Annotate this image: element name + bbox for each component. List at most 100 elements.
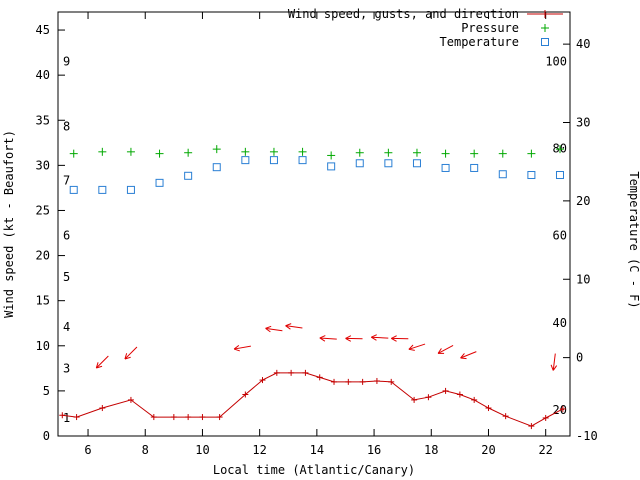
temperature-marker (241, 156, 250, 165)
pressure-marker (412, 148, 421, 157)
arrow-shaft (95, 355, 109, 369)
arrow-shaft (460, 351, 477, 359)
temperature-marker (441, 163, 450, 172)
legend-label: Temperature (440, 35, 519, 49)
temperature-marker (155, 178, 164, 187)
wind-speed-marker (288, 369, 295, 376)
wind-direction-arrow (371, 334, 389, 341)
temperature-marker (298, 156, 307, 165)
beaufort-label: 4 (63, 320, 70, 334)
wind-speed-marker (185, 414, 192, 421)
pressure-marker (184, 148, 193, 157)
y-axis-title-right: Temperature (C - F) (627, 171, 640, 308)
arrow-barb (460, 357, 467, 360)
temperature-marker (355, 159, 364, 168)
x-tick-label: 6 (84, 443, 91, 457)
wind-speed-marker (242, 391, 249, 398)
y-left-tick-label: 25 (36, 203, 50, 217)
arrow-barb (371, 336, 377, 341)
y-left-tick-label: 30 (36, 158, 50, 172)
wind-direction-arrow (95, 355, 109, 369)
arrow-shaft (124, 346, 138, 360)
wind-speed-marker (170, 414, 177, 421)
y-left-tick-label: 5 (43, 384, 50, 398)
temperature-marker (212, 163, 221, 172)
wind-speed-marker (273, 369, 280, 376)
wind-speed-marker (502, 413, 509, 420)
wind-direction-arrow (437, 344, 454, 354)
pressure-marker (527, 149, 536, 158)
y-right-tick-label: 30 (576, 116, 590, 130)
arrow-barb (285, 325, 291, 330)
temperature-marker (527, 171, 536, 180)
arrow-barb (285, 323, 292, 327)
arrow-barb (408, 348, 415, 351)
fahrenheit-label: 100 (545, 54, 567, 68)
wind-speed-marker (471, 396, 478, 403)
y-right-tick-label: 10 (576, 272, 590, 286)
arrow-barb (408, 344, 414, 350)
arrow-barb (96, 365, 103, 369)
wind-speed-marker (73, 414, 80, 421)
legend-item-2: Temperature (440, 35, 549, 49)
legend-label: Wind speed, gusts, and direction (288, 7, 519, 21)
wind-speed-marker (259, 377, 266, 384)
x-tick-label: 16 (367, 443, 381, 457)
x-tick-label: 12 (252, 443, 266, 457)
arrow-barb (550, 364, 554, 371)
pressure-series (69, 145, 564, 160)
arrow-shaft (234, 345, 251, 350)
wind-speed-marker (99, 405, 106, 412)
temperature-marker (98, 185, 107, 194)
pressure-marker (327, 151, 336, 160)
temperature-marker (470, 163, 479, 172)
y-left-tick-label: 10 (36, 339, 50, 353)
temperature-marker (126, 185, 135, 194)
arrow-barb (265, 325, 272, 329)
pressure-marker (355, 148, 364, 157)
temperature-marker (327, 162, 336, 171)
arrow-barb (233, 344, 240, 350)
temperature-marker (498, 170, 507, 179)
arrow-barb (265, 327, 271, 333)
arrow-barb (124, 356, 131, 360)
plot-border (57, 11, 571, 437)
legend-sample-square (541, 38, 549, 46)
wind-direction-arrow (550, 353, 558, 371)
arrow-barb (391, 335, 397, 339)
wind-speed-marker (150, 414, 157, 421)
wind-speed-marker (559, 405, 566, 412)
wind-speed-marker (442, 387, 449, 394)
y-left-tick-label: 0 (43, 429, 50, 443)
beaufort-label: 3 (63, 361, 70, 375)
y-right-tick-label: 40 (576, 37, 590, 51)
y-right-tick-label: -10 (576, 429, 598, 443)
temperature-marker (384, 159, 393, 168)
wind-speed-marker (331, 378, 338, 385)
legend: Wind speed, gusts, and directionPressure… (288, 7, 563, 49)
pressure-marker (155, 149, 164, 158)
pressure-marker (98, 147, 107, 156)
wind-speed-marker (373, 377, 380, 384)
y-left-tick-label: 40 (36, 68, 50, 82)
temperature-series (69, 156, 564, 194)
x-tick-label: 20 (481, 443, 495, 457)
wind-speed-marker (485, 405, 492, 412)
arrow-barb (319, 335, 326, 339)
arrow-shaft (552, 353, 556, 371)
wind-speed-marker (411, 396, 418, 403)
arrow-barb (319, 337, 326, 342)
arrow-barb (233, 348, 240, 352)
legend-label: Pressure (461, 21, 519, 35)
arrow-barb (345, 337, 352, 342)
pressure-marker (555, 145, 564, 154)
pressure-marker (269, 147, 278, 156)
temperature-marker (184, 171, 193, 180)
y-left-tick-label: 15 (36, 294, 50, 308)
wind-speed-marker (302, 369, 309, 376)
legend-item-1: Pressure (461, 21, 549, 35)
arrow-shaft (408, 343, 426, 350)
x-tick-label: 14 (310, 443, 324, 457)
